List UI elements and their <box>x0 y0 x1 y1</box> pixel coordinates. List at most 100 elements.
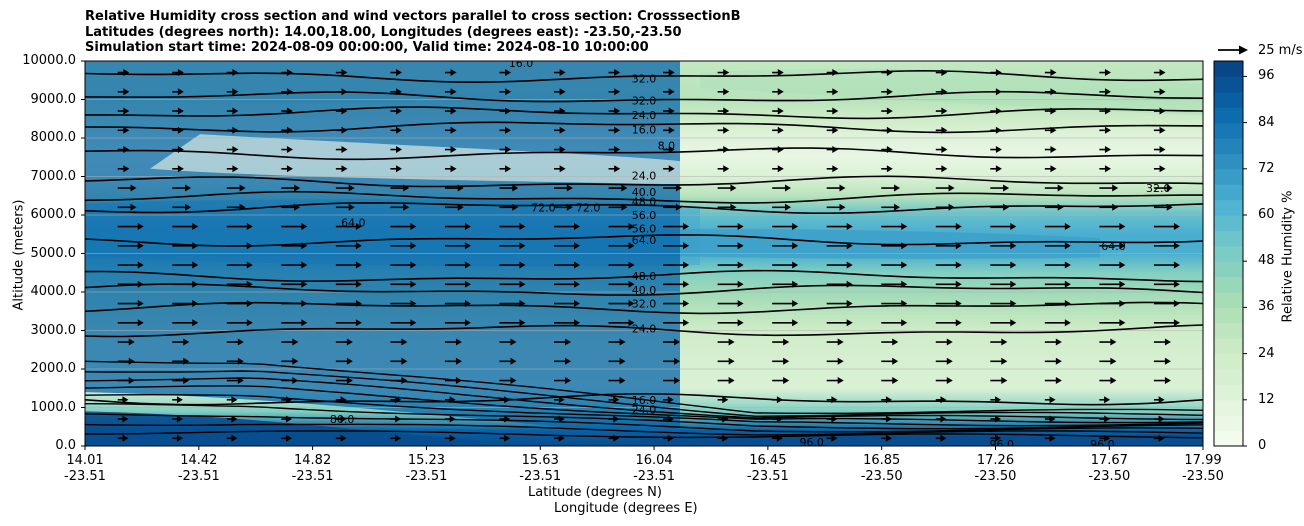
wind-vector-head <box>886 107 893 115</box>
wind-vector-head <box>504 396 511 404</box>
colorbar-band <box>1214 307 1243 324</box>
colorbar-band <box>1214 184 1243 201</box>
contour-line-boundary <box>85 393 1203 427</box>
wind-vector-head <box>668 146 675 154</box>
wind-vector-head <box>683 319 690 327</box>
x-tick-label: 16.45 -23.51 <box>728 453 808 485</box>
colorbar-tick-label: 96 <box>1258 68 1275 84</box>
wind-vector-head <box>505 107 512 115</box>
wind-vector-head <box>1104 434 1111 442</box>
wind-vector-head <box>410 300 417 308</box>
wind-vector-head <box>892 338 899 346</box>
wind-vector-head <box>621 203 628 211</box>
moist-patch-upper-east <box>700 68 1203 115</box>
wind-vector-head <box>614 88 621 96</box>
wind-vector-head <box>348 184 355 192</box>
wind-vector-head <box>614 146 621 154</box>
colorbar-tick-label: 48 <box>1258 253 1275 269</box>
wind-vector-head <box>621 184 628 192</box>
x-tick-latitude: 17.99 <box>1184 453 1222 468</box>
wind-vector-head <box>1001 357 1008 365</box>
wind-vector-head <box>792 261 799 269</box>
x-tick-label: 15.63 -23.51 <box>500 453 580 485</box>
wind-vector-head <box>1158 415 1165 423</box>
contour-label: 24.0 <box>632 109 657 122</box>
x-tick-latitude: 14.01 <box>66 453 104 468</box>
wind-vector-head <box>628 300 635 308</box>
y-tick-label: 4000.0 <box>30 284 77 299</box>
wind-vector-head <box>995 126 1002 134</box>
wind-vector-head <box>232 107 239 115</box>
wind-vector-head <box>995 146 1002 154</box>
x-tick-latitude: 15.63 <box>521 453 559 468</box>
x-tick-longitude: -23.50 <box>860 469 903 484</box>
wind-vector-head <box>192 242 199 250</box>
wind-vector-head <box>792 280 799 288</box>
wind-vector-head <box>776 415 783 423</box>
wind-vector-head <box>885 415 892 423</box>
wind-vector-head <box>566 184 573 192</box>
wind-vector-head <box>955 223 962 231</box>
wind-vector-head <box>355 223 362 231</box>
contour-label: 64.0 <box>632 234 657 247</box>
wind-vector-head <box>301 261 308 269</box>
wind-vector-head <box>886 146 893 154</box>
x-axis-label-longitude: Longitude (degrees E) <box>554 501 698 516</box>
wind-vector-head <box>1164 357 1171 365</box>
wind-vector-head <box>395 434 402 442</box>
wind-vector-head <box>301 319 308 327</box>
wind-vector-head <box>123 69 130 77</box>
wind-vector-head <box>1010 242 1017 250</box>
wind-vector-head <box>955 300 962 308</box>
wind-vector-head <box>137 261 144 269</box>
wind-vector-head <box>619 357 626 365</box>
wind-vector-head <box>565 357 572 365</box>
wind-vector-head <box>784 184 791 192</box>
wind-vector-head <box>628 319 635 327</box>
wind-vector-head <box>1010 261 1017 269</box>
wind-vector-head <box>341 88 348 96</box>
title-line-2: Latitudes (degrees north): 14.00,18.00, … <box>85 24 682 40</box>
wind-vector-head <box>137 223 144 231</box>
wind-vector-head <box>123 146 130 154</box>
wind-vector-head <box>449 434 456 442</box>
contour-label: 96.0 <box>799 436 824 449</box>
wind-vector-head <box>239 184 246 192</box>
wind-vector-head <box>177 107 184 115</box>
wind-vector-head <box>505 126 512 134</box>
colorbar-band <box>1214 138 1243 154</box>
wind-vector-head <box>231 434 238 442</box>
wind-vector-head <box>1010 280 1017 288</box>
contour-line-boundary <box>85 403 1203 430</box>
wind-vector-head <box>776 434 783 442</box>
wind-vector-head <box>286 146 293 154</box>
wind-vector-head <box>396 165 403 173</box>
wind-vector-head <box>1064 319 1071 327</box>
colorbar-band <box>1214 353 1243 370</box>
wind-vector-head <box>674 357 681 365</box>
x-tick-label: 17.99 -23.50 <box>1163 453 1243 485</box>
wind-vector-head <box>410 242 417 250</box>
wind-vector-head <box>232 126 239 134</box>
contour-line-boundary <box>85 360 1203 414</box>
saturated-surface-patch <box>85 411 480 446</box>
wind-vector-head <box>946 377 953 385</box>
wind-vector-head <box>286 165 293 173</box>
wind-vector-head <box>1057 184 1064 192</box>
contour-label: 48.0 <box>632 196 657 209</box>
contour-label: 72.0 <box>576 201 601 214</box>
wind-vector-head <box>777 146 784 154</box>
x-tick-longitude: -23.51 <box>64 469 106 484</box>
x-tick-latitude: 16.45 <box>749 453 787 468</box>
wind-vector-head <box>831 396 838 404</box>
contour-label: 24.0 <box>632 323 657 336</box>
x-tick-longitude: -23.51 <box>177 469 220 484</box>
wind-vector-head <box>512 203 519 211</box>
wind-vector-head <box>464 223 471 231</box>
contour-label: 80.0 <box>330 413 355 426</box>
wind-vector-head <box>565 377 572 385</box>
wind-vector-head <box>558 434 565 442</box>
wind-vector-head <box>1057 203 1064 211</box>
wind-vector-head <box>246 300 253 308</box>
colorbar-frame <box>1213 60 1244 447</box>
